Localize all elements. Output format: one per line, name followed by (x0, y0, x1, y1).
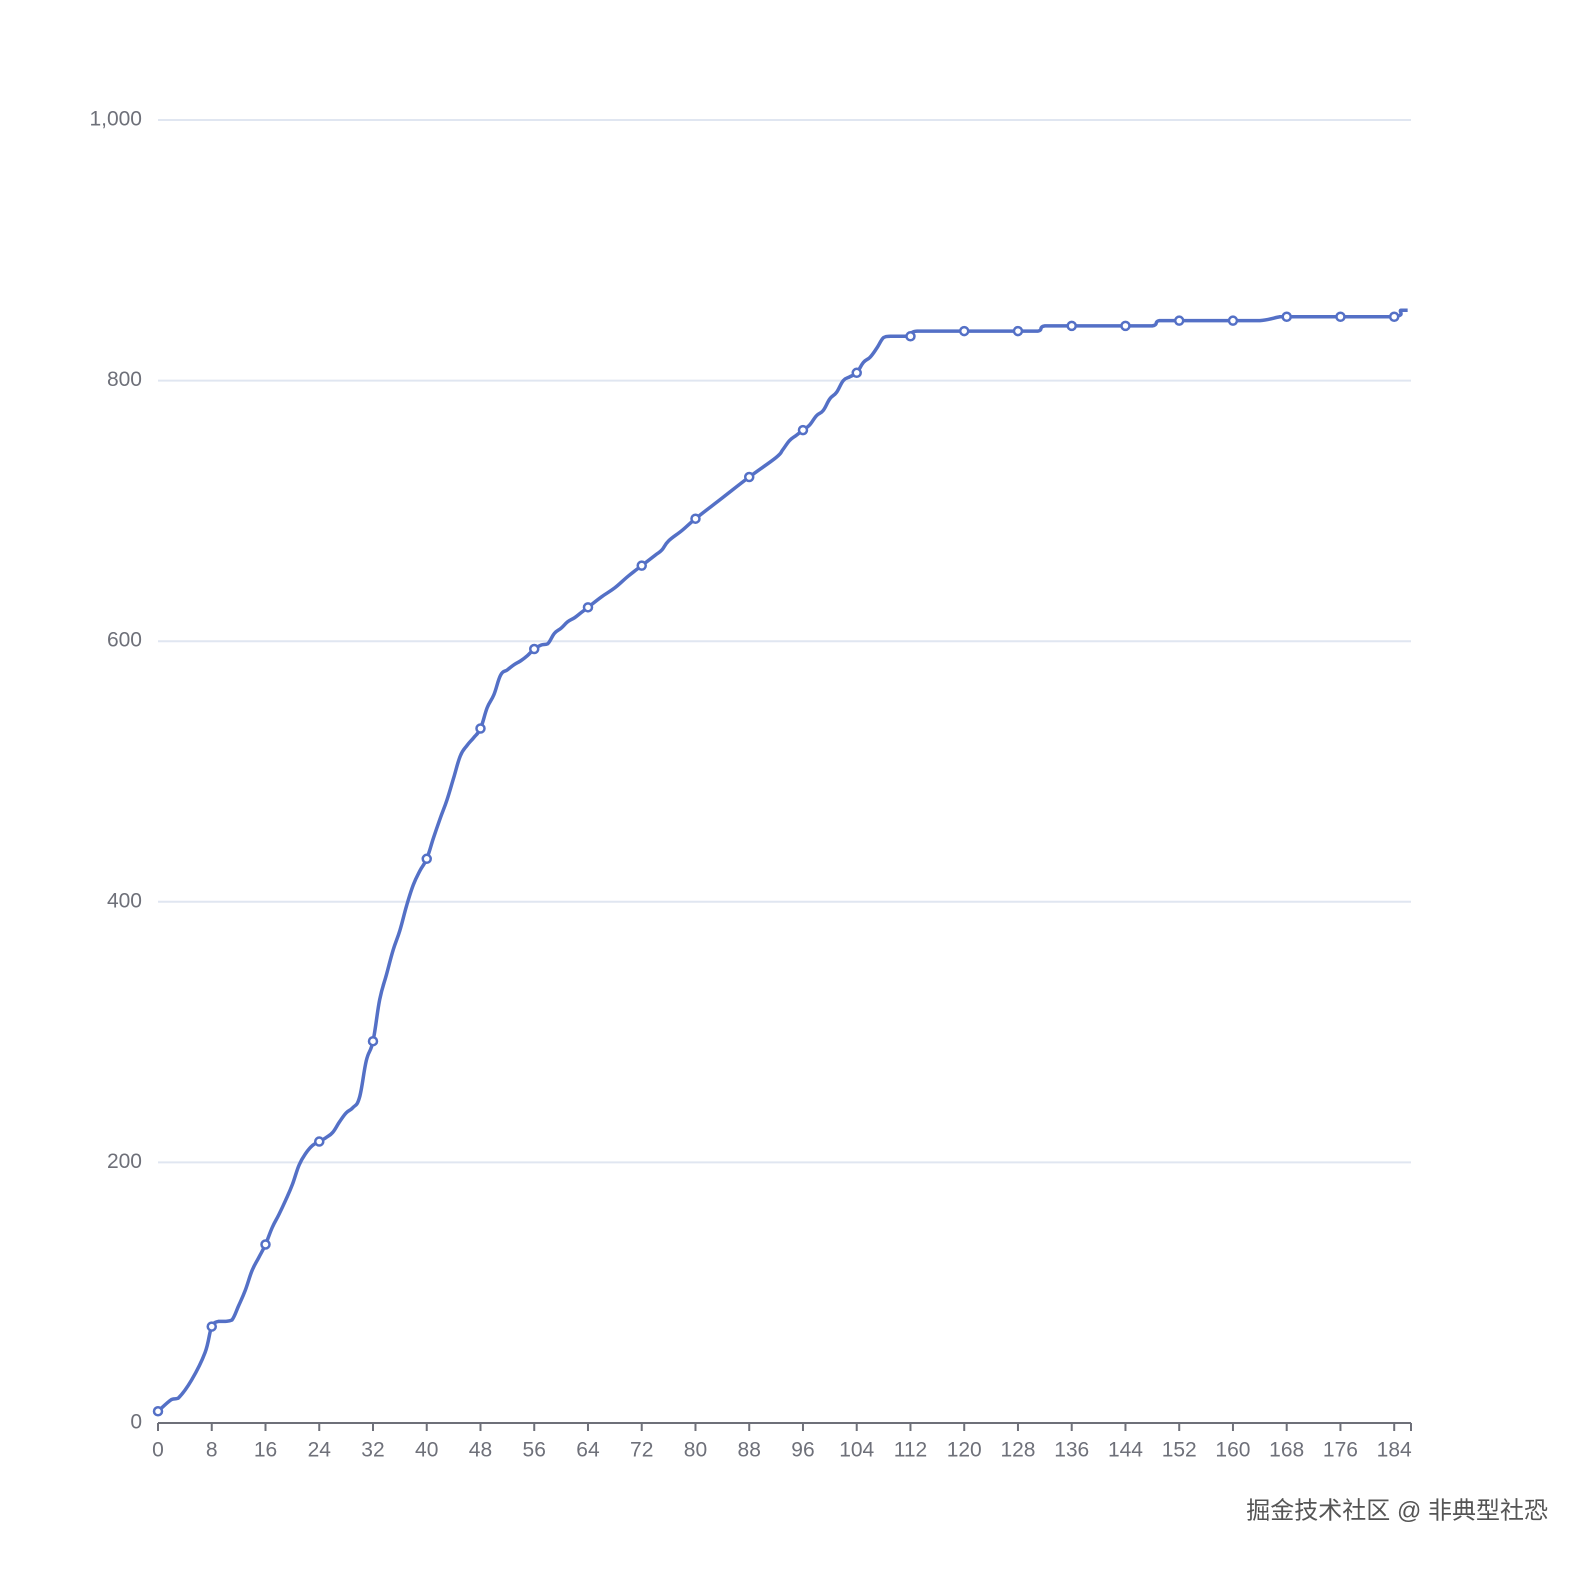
point (260, 1239, 271, 1250)
point (1335, 311, 1346, 323)
x-tick-label: 80 (684, 1439, 707, 1462)
x-tick-label: 72 (630, 1439, 653, 1462)
point (1120, 320, 1131, 332)
point (1227, 315, 1239, 326)
point (1173, 315, 1185, 326)
x-tick-label: 168 (1269, 1439, 1304, 1462)
point (743, 471, 755, 483)
x-tick-label: 152 (1162, 1439, 1197, 1462)
x-tick-label: 112 (894, 1439, 927, 1462)
point (1281, 311, 1292, 323)
x-tick-label: 176 (1323, 1439, 1358, 1462)
point (1012, 325, 1024, 337)
point (421, 853, 432, 865)
x-tick-label: 104 (839, 1439, 874, 1462)
point (797, 424, 809, 436)
point (851, 367, 862, 379)
y-tick-label: 1,000 (89, 108, 142, 131)
point (636, 560, 647, 571)
x-tick-label: 184 (1377, 1439, 1412, 1462)
x-tick-label: 136 (1054, 1439, 1089, 1462)
line (156, 308, 1408, 1413)
x-tick-label: 160 (1215, 1439, 1250, 1462)
point (152, 1406, 164, 1417)
point (1388, 311, 1400, 323)
y-tick-label: 800 (107, 368, 142, 391)
x-tick-label: 40 (415, 1439, 438, 1462)
x-tick-label: 16 (254, 1439, 277, 1462)
point (582, 602, 594, 613)
point (690, 513, 701, 524)
x-tick-label: 144 (1108, 1439, 1143, 1462)
y-tick-label: 400 (107, 889, 142, 912)
x-tick-label: 32 (361, 1439, 384, 1462)
y-tick-label: 600 (107, 629, 142, 652)
x-tick-label: 56 (523, 1439, 546, 1462)
x-tick-label: 96 (791, 1439, 814, 1462)
x-tick-label: 120 (947, 1439, 982, 1462)
x-tick-label: 0 (152, 1439, 164, 1462)
point (206, 1321, 217, 1332)
x-tick-label: 8 (206, 1439, 218, 1462)
point (475, 723, 486, 734)
x-tick-label: 128 (1000, 1439, 1035, 1462)
point (1066, 320, 1077, 332)
y-tick-label: 200 (107, 1150, 142, 1173)
x-tick-label: 64 (576, 1439, 600, 1462)
point (367, 1035, 379, 1047)
x-tick-label: 24 (308, 1439, 332, 1462)
x-tick-label: 88 (738, 1439, 761, 1462)
watermark: 掘金技术社区 @ 非典型社恐 (1246, 1497, 1548, 1524)
x-tick-label: 48 (469, 1439, 492, 1462)
y-tick-label: 0 (130, 1411, 142, 1434)
point (313, 1136, 325, 1147)
point (905, 331, 916, 342)
point (528, 643, 540, 655)
point (958, 325, 970, 337)
